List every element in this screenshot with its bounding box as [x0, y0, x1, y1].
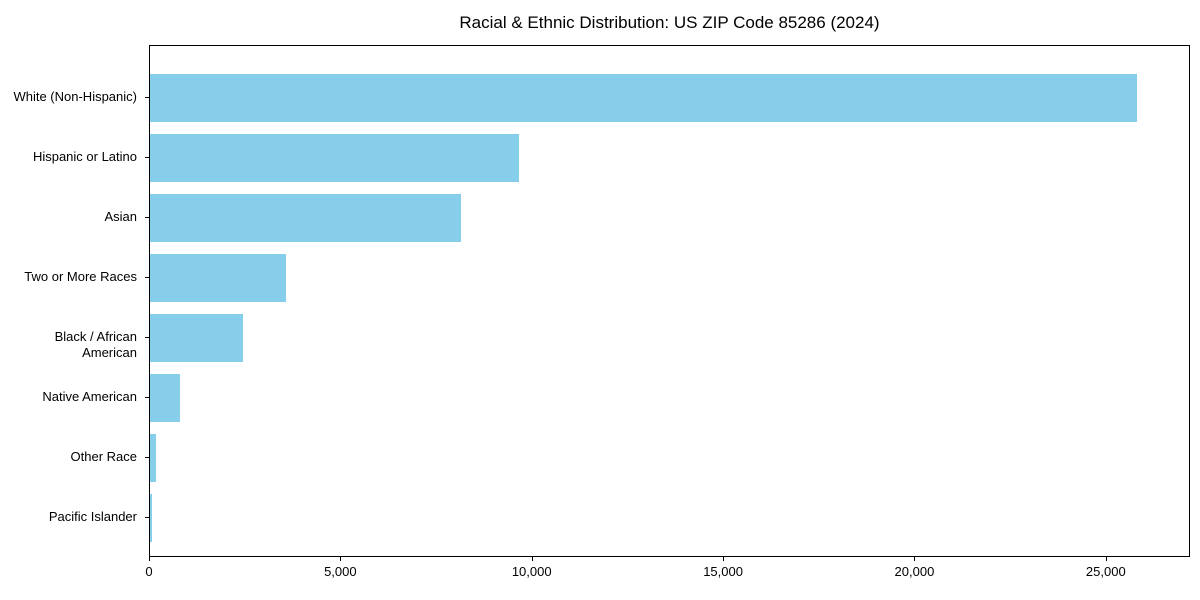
x-tick-mark	[1105, 557, 1107, 561]
x-tick-mark	[149, 557, 150, 561]
bar-other-race	[150, 434, 156, 482]
y-tick-mark	[145, 457, 149, 458]
y-tick-label: Pacific Islander	[48, 509, 137, 524]
y-tick-mark	[145, 277, 149, 278]
y-tick-label: Hispanic or Latino	[32, 149, 137, 164]
y-tick-label: Other Race	[70, 449, 137, 464]
bar-row	[150, 308, 1189, 368]
x-tick-label: 15,000	[703, 564, 743, 579]
y-tick-label: White (Non-Hispanic)	[13, 89, 137, 104]
bar-white-non-hispanic	[150, 74, 1138, 122]
bar-hispanic-or-latino	[150, 134, 519, 182]
plot-area	[149, 45, 1190, 557]
chart-title: Racial & Ethnic Distribution: US ZIP Cod…	[459, 13, 880, 32]
bar-two-or-more-races	[150, 254, 287, 302]
y-tick-mark	[145, 337, 149, 338]
bar-asian	[150, 194, 462, 242]
x-tick-label: 10,000	[511, 564, 552, 579]
bar-black-african-american	[150, 314, 243, 362]
bar-row	[150, 488, 1189, 548]
y-tick-mark	[145, 97, 149, 98]
bar-row	[150, 188, 1189, 248]
bar-native-american	[150, 374, 180, 422]
y-tick-mark	[145, 157, 149, 158]
x-tick-label: 0	[145, 564, 153, 579]
bar-row	[150, 68, 1189, 128]
x-tick-label: 5,000	[324, 564, 357, 579]
y-tick-mark	[145, 397, 149, 398]
y-tick-mark	[145, 517, 149, 518]
bar-row	[150, 248, 1189, 308]
x-tick-label: 20,000	[894, 564, 935, 579]
x-tick-mark	[340, 557, 342, 561]
y-tick-label: Two or More Races	[24, 269, 137, 284]
bar-row	[150, 128, 1189, 188]
y-tick-mark	[145, 217, 149, 218]
bar-row	[150, 368, 1189, 428]
y-tick-label: Native American	[42, 389, 137, 404]
x-tick-mark	[723, 557, 725, 561]
y-tick-label: Black / African American	[54, 329, 137, 360]
bar-row	[150, 428, 1189, 488]
y-tick-label: Asian	[104, 209, 137, 224]
x-tick-label: 25,000	[1085, 564, 1126, 579]
x-tick-mark	[531, 557, 533, 561]
bar-pacific-islander	[150, 494, 153, 542]
x-tick-mark	[914, 557, 916, 561]
